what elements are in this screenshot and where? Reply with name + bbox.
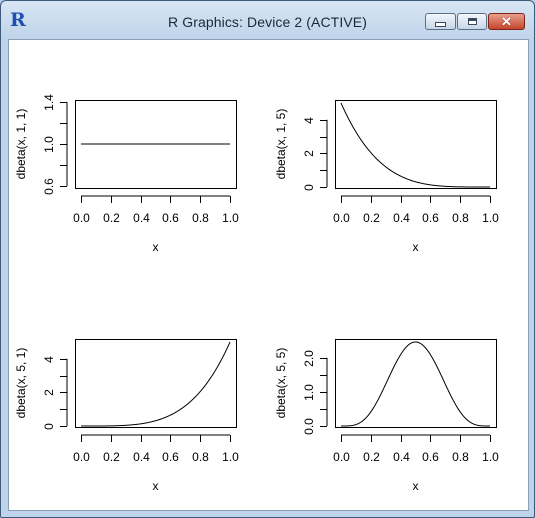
x-tick-label: 1.0 (482, 211, 499, 225)
x-tick-label: 0.0 (333, 450, 350, 464)
density-curve (341, 341, 490, 427)
maximize-icon (467, 18, 477, 25)
plot-svg: 0.0 0.2 0.4 0.6 0.8 1.0 0.6 1.0 1.4 x dbeta(x, 1, … (14, 94, 499, 493)
maximize-button[interactable] (457, 13, 487, 30)
density-curve (81, 341, 231, 427)
plot-frame (335, 339, 497, 428)
plot-panel-4: 0.0 0.2 0.4 0.6 0.8 1.0 0.0 1.0 2.0 x dbeta(x, 5, … (274, 339, 499, 493)
plot-frame (75, 339, 237, 428)
minimize-button[interactable] (425, 13, 456, 30)
x-axis-title: x (153, 240, 159, 254)
x-tick-label: 0.2 (103, 211, 120, 225)
plot-frame (335, 100, 497, 189)
y-tick-label: 1.4 (42, 94, 56, 111)
x-tick-label: 1.0 (222, 211, 239, 225)
close-button[interactable]: ✕ (488, 13, 525, 30)
minimize-icon (435, 22, 446, 27)
x-tick-label: 0.6 (422, 211, 439, 225)
y-tick-label: 2 (42, 389, 56, 396)
x-tick-label: 0.6 (422, 450, 439, 464)
y-tick-label: 0 (42, 423, 56, 430)
y-tick-label: 0 (302, 184, 316, 191)
r-logo-icon[interactable]: R (10, 9, 26, 31)
plot-panel-2: 0.0 0.2 0.4 0.6 0.8 1.0 0 2 4 x dbeta(x, 1, 5) (274, 100, 499, 254)
y-tick-label: 0.6 (42, 178, 56, 195)
x-axis-title: x (413, 240, 419, 254)
x-axis-title: x (413, 479, 419, 493)
x-tick-label: 0.8 (192, 211, 209, 225)
x-tick-label: 0.0 (333, 211, 350, 225)
title-bar[interactable]: R R Graphics: Device 2 (ACTIVE) ✕ (1, 1, 534, 43)
x-tick-label: 0.0 (73, 211, 90, 225)
x-tick-label: 0.2 (363, 211, 380, 225)
x-tick-label: 0.8 (452, 450, 469, 464)
x-tick-label: 1.0 (482, 450, 499, 464)
density-curve (340, 102, 490, 188)
plot-panel-3: 0.0 0.2 0.4 0.6 0.8 1.0 0 2 4 x dbeta(x, 5, 1) (14, 339, 239, 493)
y-tick-label: 1.0 (42, 136, 56, 153)
plot-panel-1: 0.0 0.2 0.4 0.6 0.8 1.0 0.6 1.0 1.4 x dbeta(x, 1, … (14, 94, 239, 254)
x-tick-label: 0.0 (73, 450, 90, 464)
plot-frame (75, 100, 237, 189)
y-axis-title: dbeta(x, 5, 1) (14, 348, 28, 419)
y-tick-label: 4 (42, 356, 56, 363)
x-tick-label: 0.8 (192, 450, 209, 464)
y-axis-title: dbeta(x, 1, 5) (274, 109, 288, 180)
x-tick-label: 0.6 (162, 450, 179, 464)
x-tick-label: 0.4 (393, 450, 410, 464)
window-title: R Graphics: Device 2 (ACTIVE) (168, 14, 367, 30)
y-tick-label: 0.0 (302, 418, 316, 435)
y-tick-label: 2.0 (302, 350, 316, 367)
x-tick-label: 0.4 (133, 211, 150, 225)
x-tick-label: 0.4 (393, 211, 410, 225)
x-tick-label: 0.6 (162, 211, 179, 225)
y-tick-label: 1.0 (302, 384, 316, 401)
y-tick-label: 4 (302, 117, 316, 124)
x-axis-title: x (153, 479, 159, 493)
x-tick-label: 0.8 (452, 211, 469, 225)
x-tick-label: 0.4 (133, 450, 150, 464)
y-axis-title: dbeta(x, 5, 5) (274, 348, 288, 419)
y-axis-title: dbeta(x, 1, 1) (14, 109, 28, 180)
y-tick-label: 2 (302, 150, 316, 157)
x-tick-label: 0.2 (363, 450, 380, 464)
x-tick-label: 0.2 (103, 450, 120, 464)
close-icon: ✕ (501, 14, 512, 29)
x-tick-label: 1.0 (222, 450, 239, 464)
plot-canvas: 0.0 0.2 0.4 0.6 0.8 1.0 0.6 1.0 1.4 x dbeta(x, 1, … (8, 39, 529, 511)
